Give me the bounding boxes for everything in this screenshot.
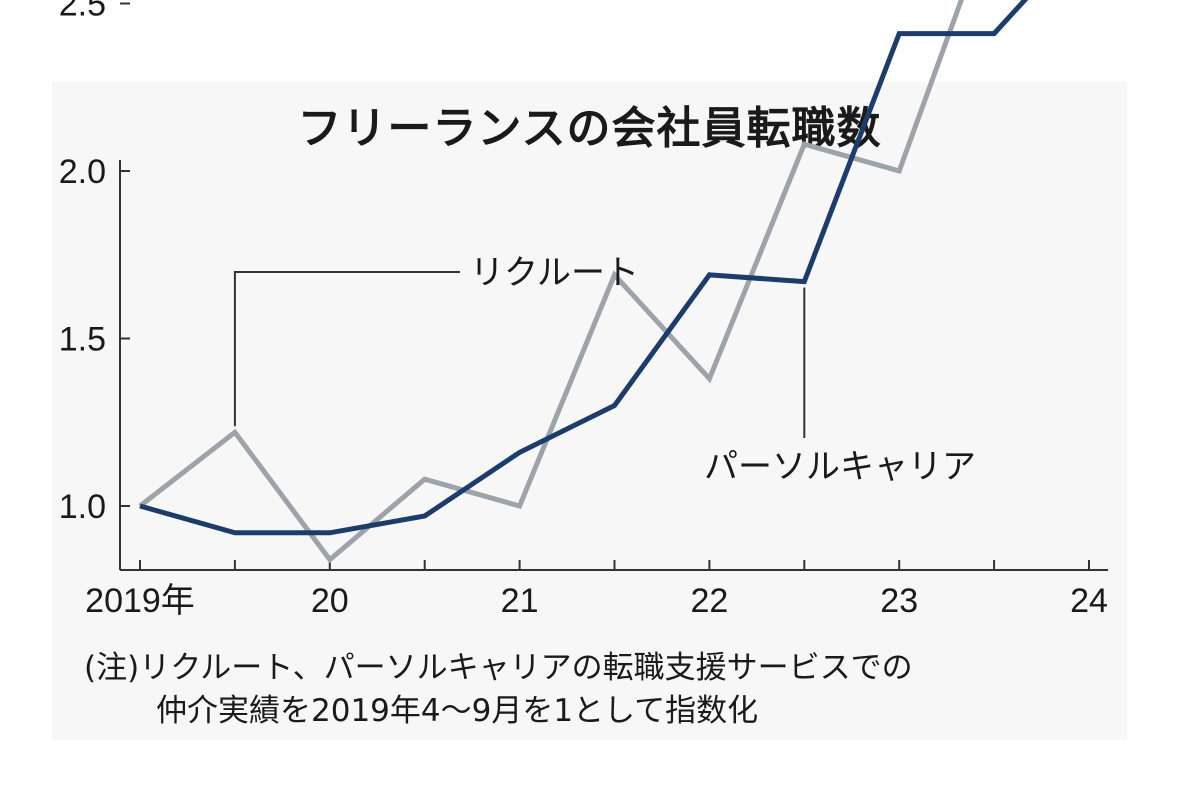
footnote-line-1: (注)リクルート、パーソルキャリアの転職支援サービスでの (84, 650, 913, 686)
x-tick-label: 20 (311, 582, 349, 620)
y-tick-label: 1.5 (59, 321, 106, 359)
y-tick-label: 1.0 (59, 488, 106, 526)
footnote-line-2: 仲介実績を2019年4〜9月を1として指数化 (156, 693, 759, 729)
series-label-persol: パーソルキャリア (704, 447, 976, 487)
callout-leader-recruit (233, 271, 460, 427)
x-tick-label: 21 (501, 582, 539, 620)
series-label-recruit: リクルート (470, 253, 639, 293)
series-line-recruit (138, 0, 964, 564)
x-tick-label: 24 (1070, 582, 1108, 620)
x-tick-label: 23 (880, 582, 918, 620)
series-line-persol (139, 0, 1029, 536)
y-tick-label: 2.5 (59, 0, 106, 24)
y-tick-label: 2.0 (59, 153, 106, 191)
chart-title: フリーランスの会社員転職数 (297, 103, 882, 154)
x-tick-label: 22 (690, 582, 728, 620)
chart-panel (52, 82, 1127, 740)
x-tick-label: 2019年 (85, 582, 195, 620)
